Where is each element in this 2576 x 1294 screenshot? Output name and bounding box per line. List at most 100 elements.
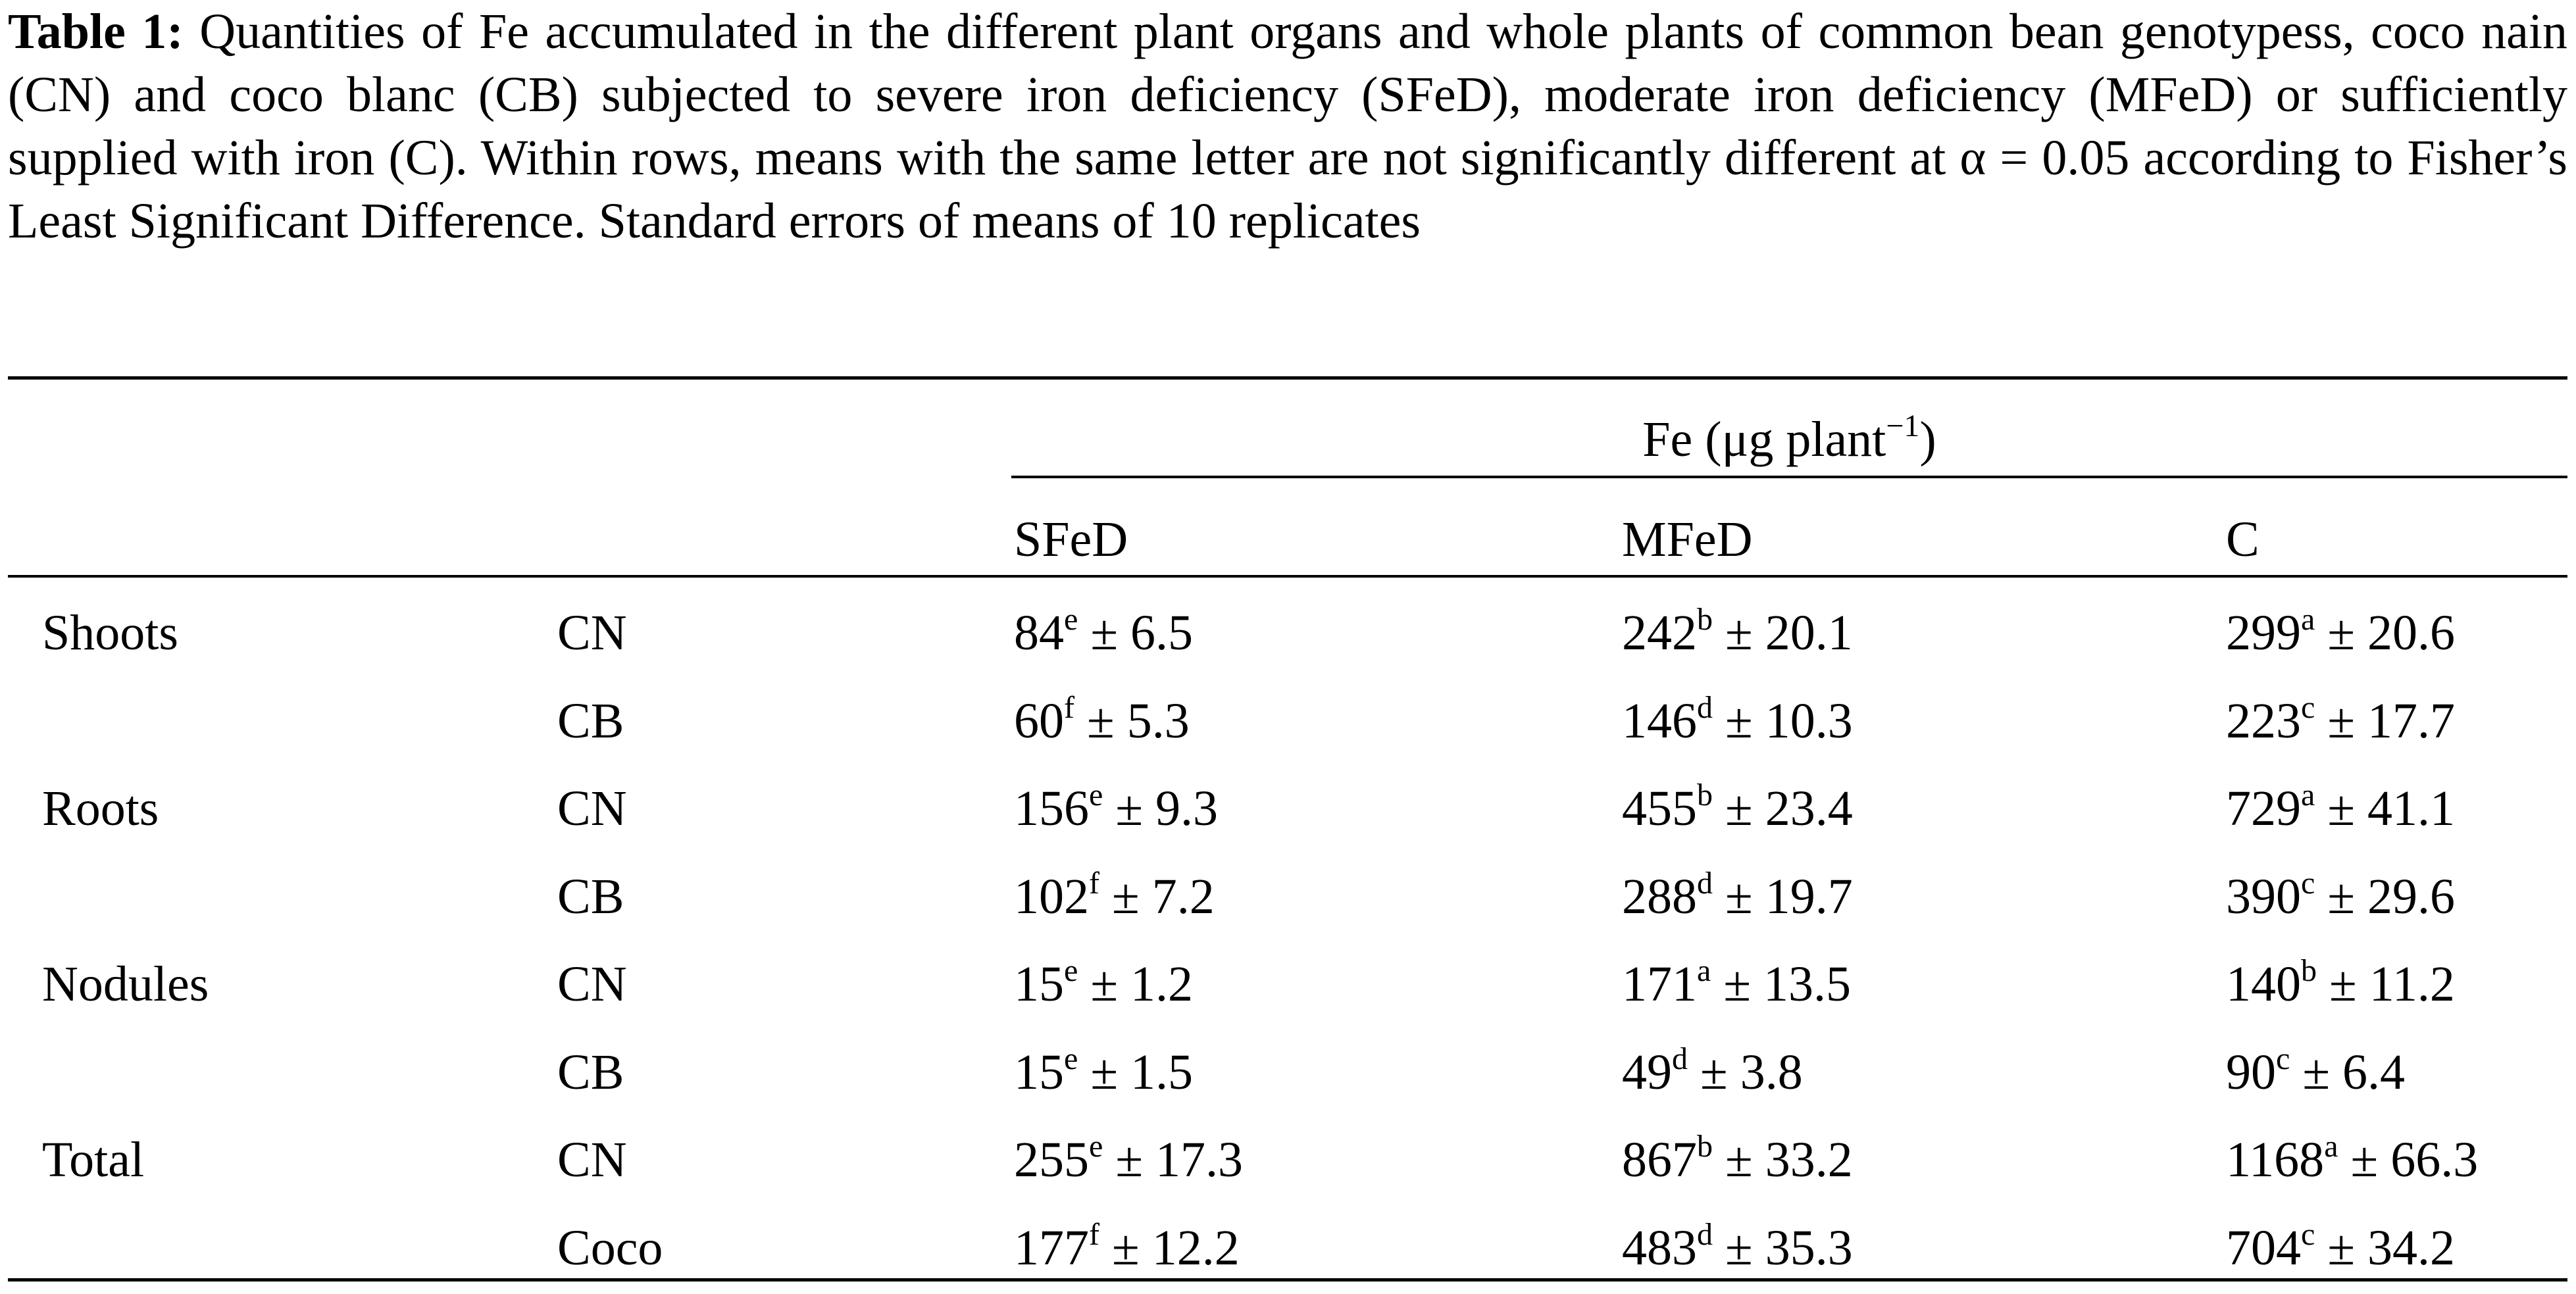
cell-standard-error: ± 34.2	[2315, 1220, 2456, 1276]
row-genotype-label: CN	[557, 1132, 627, 1187]
cell-mean: 455	[1622, 781, 1697, 836]
cell-mean: 177	[1014, 1220, 1089, 1276]
column-header-sfed: SFeD	[1014, 512, 1128, 567]
cell-significance-letter: d	[1697, 689, 1713, 725]
cell-mean: 90	[2226, 1045, 2276, 1100]
cell-mean: 704	[2226, 1220, 2301, 1276]
table-top-rule	[8, 376, 2567, 380]
cell-significance-letter: f	[1064, 689, 1074, 725]
column-header-mfed: MFeD	[1622, 512, 1753, 567]
group-header-fe: Fe (μg plant−1)	[1011, 408, 2567, 471]
cell-standard-error: ± 35.3	[1713, 1220, 1853, 1276]
row-genotype-label: CB	[557, 1045, 624, 1100]
cell-mean: 867	[1622, 1132, 1697, 1187]
row-genotype-label: CN	[557, 605, 627, 660]
cell-standard-error: ± 10.3	[1713, 693, 1853, 749]
row-organ-label: Shoots	[42, 605, 178, 660]
table-cell-c: 704c ± 34.2	[2226, 1216, 2455, 1280]
group-header-superscript: −1	[1886, 408, 1920, 443]
table-cell-mfed: 288d ± 19.7	[1622, 865, 1853, 928]
cell-mean: 15	[1014, 1045, 1064, 1100]
cell-significance-letter: c	[2301, 1216, 2315, 1252]
cell-mean: 255	[1014, 1132, 1089, 1187]
cell-mean: 102	[1014, 869, 1089, 924]
cell-mean: 84	[1014, 605, 1064, 660]
table-cell-c: 223c ± 17.7	[2226, 689, 2455, 753]
cell-standard-error: ± 20.1	[1713, 605, 1853, 660]
table-bottom-rule	[8, 1278, 2567, 1282]
cell-significance-letter: d	[1697, 1216, 1713, 1252]
cell-standard-error: ± 23.4	[1713, 781, 1853, 836]
cell-mean: 49	[1622, 1045, 1672, 1100]
header-bottom-rule	[8, 575, 2567, 578]
row-organ-label: Roots	[42, 781, 159, 836]
cell-significance-letter: f	[1089, 1216, 1099, 1252]
cell-mean: 242	[1622, 605, 1697, 660]
table-cell-sfed: 60f ± 5.3	[1014, 689, 1190, 753]
cell-standard-error: ± 17.3	[1103, 1132, 1244, 1187]
row-organ-label: Total	[42, 1132, 145, 1187]
cell-significance-letter: b	[1697, 1128, 1713, 1164]
cell-mean: 146	[1622, 693, 1697, 749]
cell-significance-letter: a	[2301, 777, 2315, 812]
table-cell-sfed: 102f ± 7.2	[1014, 865, 1215, 928]
cell-standard-error: ± 3.8	[1688, 1045, 1803, 1100]
cell-standard-error: ± 20.6	[2315, 605, 2456, 660]
table-cell-sfed: 84e ± 6.5	[1014, 601, 1193, 664]
cell-significance-letter: e	[1089, 777, 1103, 812]
cell-mean: 483	[1622, 1220, 1697, 1276]
table-cell-mfed: 483d ± 35.3	[1622, 1216, 1853, 1280]
cell-mean: 140	[2226, 957, 2301, 1012]
cell-standard-error: ± 9.3	[1103, 781, 1219, 836]
cell-standard-error: ± 1.2	[1078, 957, 1194, 1012]
group-header-suffix: )	[1919, 412, 1936, 467]
cell-significance-letter: e	[1064, 1041, 1078, 1076]
cell-significance-letter: e	[1089, 1128, 1103, 1164]
row-genotype-label: CB	[557, 869, 624, 924]
cell-standard-error: ± 19.7	[1713, 869, 1853, 924]
cell-significance-letter: a	[1697, 953, 1711, 988]
cell-standard-error: ± 1.5	[1078, 1045, 1194, 1100]
table-cell-c: 1168a ± 66.3	[2226, 1128, 2478, 1191]
cell-standard-error: ± 41.1	[2315, 781, 2456, 836]
caption-text: Quantities of Fe accumulated in the diff…	[8, 4, 2568, 249]
table-cell-mfed: 146d ± 10.3	[1622, 689, 1853, 753]
table-cell-mfed: 49d ± 3.8	[1622, 1041, 1803, 1104]
table-cell-c: 299a ± 20.6	[2226, 601, 2455, 664]
cell-significance-letter: c	[2301, 865, 2315, 901]
cell-significance-letter: d	[1672, 1041, 1688, 1076]
table-cell-sfed: 15e ± 1.2	[1014, 953, 1193, 1016]
row-genotype-label: CN	[557, 781, 627, 836]
row-genotype-label: CB	[557, 693, 624, 749]
cell-significance-letter: e	[1064, 953, 1078, 988]
table-cell-mfed: 455b ± 23.4	[1622, 777, 1853, 840]
table-cell-sfed: 177f ± 12.2	[1014, 1216, 1240, 1280]
cell-standard-error: ± 6.4	[2290, 1045, 2406, 1100]
cell-significance-letter: e	[1064, 601, 1078, 637]
table-cell-mfed: 171a ± 13.5	[1622, 953, 1851, 1016]
cell-significance-letter: f	[1089, 865, 1099, 901]
cell-mean: 299	[2226, 605, 2301, 660]
cell-standard-error: ± 6.5	[1078, 605, 1194, 660]
cell-significance-letter: d	[1697, 865, 1713, 901]
cell-mean: 156	[1014, 781, 1089, 836]
table-cell-sfed: 156e ± 9.3	[1014, 777, 1218, 840]
row-organ-label: Nodules	[42, 957, 209, 1012]
cell-mean: 60	[1014, 693, 1064, 749]
cell-standard-error: ± 5.3	[1074, 693, 1190, 749]
cell-standard-error: ± 12.2	[1099, 1220, 1240, 1276]
cell-standard-error: ± 13.5	[1711, 957, 1852, 1012]
cell-significance-letter: c	[2276, 1041, 2290, 1076]
caption-label: Table 1:	[8, 4, 184, 59]
cell-standard-error: ± 7.2	[1099, 869, 1215, 924]
cell-mean: 390	[2226, 869, 2301, 924]
cell-mean: 288	[1622, 869, 1697, 924]
cell-standard-error: ± 66.3	[2338, 1132, 2479, 1187]
table-cell-c: 390c ± 29.6	[2226, 865, 2455, 928]
row-genotype-label: Coco	[557, 1220, 663, 1276]
cell-standard-error: ± 29.6	[2315, 869, 2456, 924]
table-cell-c: 90c ± 6.4	[2226, 1041, 2405, 1104]
table-caption: Table 1: Quantities of Fe accumulated in…	[8, 0, 2567, 253]
group-header-prefix: Fe (μg plant	[1642, 412, 1886, 467]
cell-significance-letter: b	[1697, 601, 1713, 637]
